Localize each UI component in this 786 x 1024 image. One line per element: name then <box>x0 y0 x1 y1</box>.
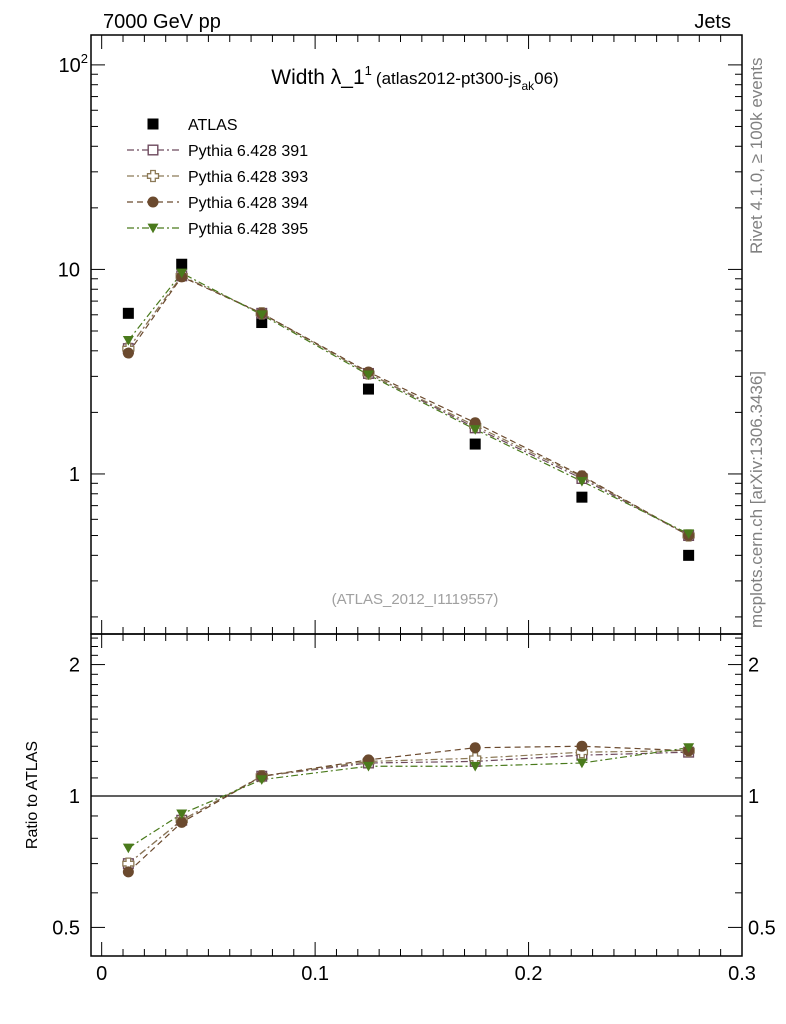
ratio-data-point <box>469 761 481 772</box>
legend-marker <box>146 169 160 183</box>
ratio-data-point <box>256 775 268 785</box>
chart-title-main: Width λ_1 <box>271 66 364 89</box>
ratio-y-tick-label: 2 <box>69 655 80 677</box>
main-data-point <box>362 370 374 381</box>
legend-label: Pythia 6.428 393 <box>188 169 308 186</box>
ratio-data-point <box>469 742 481 754</box>
ratio-data-point <box>122 866 134 878</box>
ratio-axis-title: Ratio to ATLAS <box>24 741 41 849</box>
ratio-series-line <box>127 745 689 873</box>
ratio-series-line <box>128 747 689 849</box>
y-tick-label: 10 <box>58 259 80 281</box>
legend-label: Pythia 6.428 391 <box>188 143 308 160</box>
main-data-point <box>576 476 588 487</box>
y-tick-label: 102 <box>59 51 88 77</box>
header-right: Jets <box>694 11 731 33</box>
main-data-point <box>683 529 695 539</box>
ratio-y-tick-label: 0.5 <box>52 917 80 939</box>
legend-label: Pythia 6.428 395 <box>188 221 308 238</box>
ratio-data-point <box>362 761 374 772</box>
ratio-y-tick-label: 1 <box>69 786 80 808</box>
main-data-point <box>469 425 481 435</box>
chart-title-detail-post: 06) <box>534 69 559 88</box>
main-data-point <box>362 383 374 395</box>
main-data-point <box>683 549 695 561</box>
main-series-line <box>127 275 689 537</box>
rivet-label: Rivet 4.1.0, ≥ 100k events <box>747 58 766 254</box>
series-lines <box>127 272 689 873</box>
legend-marker <box>147 223 159 234</box>
ratio-data-point <box>176 809 188 820</box>
legend-label: Pythia 6.428 394 <box>188 195 308 212</box>
ratio-data-point <box>576 740 588 752</box>
legend-marker <box>147 144 159 156</box>
main-data-point <box>122 307 134 319</box>
chart-title-detail-sub: ak <box>521 79 535 93</box>
ratio-data-point <box>176 816 188 828</box>
main-data-point <box>122 335 134 346</box>
legend-label: ATLAS <box>188 117 238 134</box>
x-tick-label: 0.3 <box>728 963 756 985</box>
legend: ATLAS Pythia 6.428 391 Pythia 6.428 393 Pyt… <box>127 117 308 238</box>
legend-marker <box>147 196 159 208</box>
legend-marker <box>147 118 159 130</box>
main-data-point <box>122 347 134 359</box>
ratio-y-tick-label-right: 2 <box>748 655 759 677</box>
tick-layer: 0 0.1 0.2 0.3 1 10 102 0.5 0.5 1 1 2 2 <box>52 35 776 985</box>
main-data-point <box>469 438 481 450</box>
main-series-line <box>127 276 689 537</box>
main-data-point <box>256 310 268 321</box>
ratio-plot-frame <box>90 633 743 957</box>
ratio-data-point <box>683 743 695 753</box>
ratio-data-point <box>122 843 134 854</box>
chart-title-detail-pre: (atlas2012-pt300-js <box>376 69 522 88</box>
chart-title: Width λ_11 (atlas2012-pt300-jsak06) <box>271 63 558 93</box>
main-data-point <box>576 491 588 503</box>
analysis-watermark: (ATLAS_2012_I1119557) <box>332 591 499 608</box>
mcplots-label: mcplots.cern.ch [arXiv:1306.3436] <box>747 371 766 628</box>
main-data-point <box>256 317 268 329</box>
main-data-point <box>176 268 188 279</box>
x-tick-label: 0 <box>96 963 107 985</box>
y-tick-label: 1 <box>69 464 80 486</box>
ratio-y-tick-label-right: 1 <box>748 786 759 808</box>
y-tick-label-exponent: 2 <box>81 51 88 66</box>
main-series-line <box>127 275 689 537</box>
ratio-series-line <box>127 751 689 865</box>
x-tick-label: 0.1 <box>301 963 329 985</box>
header-left: 7000 GeV pp <box>103 11 221 33</box>
ratio-series-line <box>127 750 689 865</box>
chart-title-sup: 1 <box>365 63 372 78</box>
main-series-line <box>127 272 689 535</box>
x-tick-label: 0.2 <box>515 963 543 985</box>
ratio-data-point <box>576 758 588 769</box>
main-data-point <box>176 258 188 270</box>
series-markers <box>122 258 695 878</box>
ratio-y-tick-label-right: 0.5 <box>748 917 776 939</box>
